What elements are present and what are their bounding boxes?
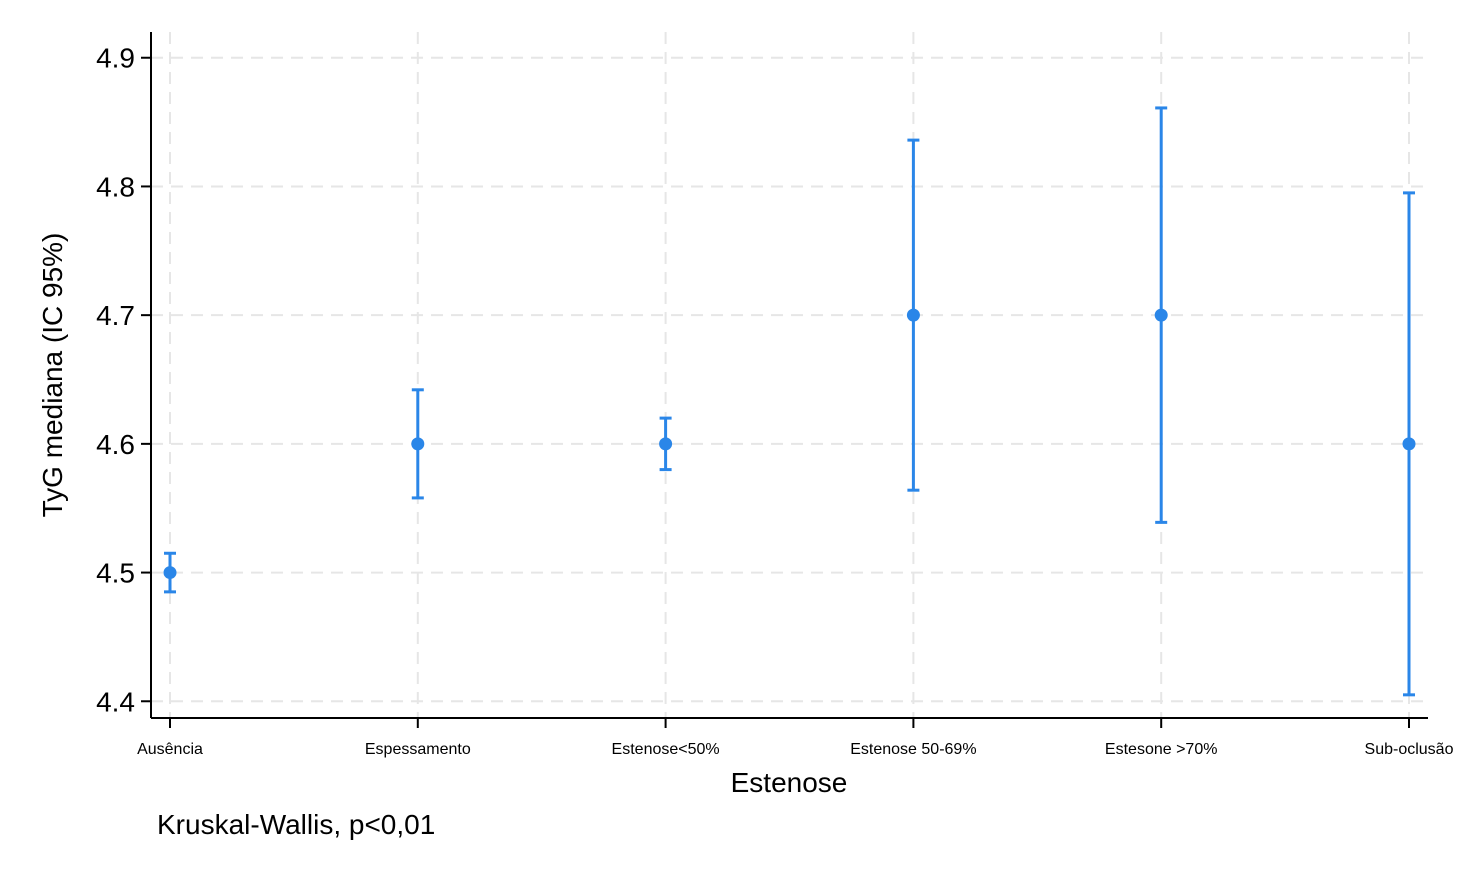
y-axis-title: TyG mediana (IC 95%) [37,233,68,518]
grid-layer [151,32,1428,718]
data-point-2 [659,437,673,451]
chart-note: Kruskal-Wallis, p<0,01 [157,809,435,840]
y-tick-label-5: 4.9 [96,43,135,74]
y-tick-label-0: 4.4 [96,686,135,717]
y-tick-label-4: 4.8 [96,171,135,202]
x-tick-label-2: Estenose<50% [612,741,720,758]
y-tick-label-2: 4.6 [96,429,135,460]
data-point-3 [906,308,920,322]
axes-layer [141,32,1428,728]
x-tick-label-0: Ausência [137,741,203,758]
y-tick-label-3: 4.7 [96,300,135,331]
x-tick-label-4: Estesone >70% [1105,741,1218,758]
x-axis-title: Estenose [731,767,848,798]
x-tick-label-3: Estenose 50-69% [850,741,976,758]
data-point-0 [163,566,177,580]
x-tick-label-5: Sub-oclusão [1365,741,1454,758]
x-tick-label-1: Espessamento [365,741,471,758]
y-tick-label-1: 4.5 [96,558,135,589]
data-point-1 [411,437,425,451]
data-point-4 [1154,308,1168,322]
data-point-5 [1402,437,1416,451]
labels-layer: 4.4 4.5 4.6 4.7 4.8 4.9 Ausência Espessamento Es… [96,43,1454,758]
marks-layer [163,106,1416,697]
